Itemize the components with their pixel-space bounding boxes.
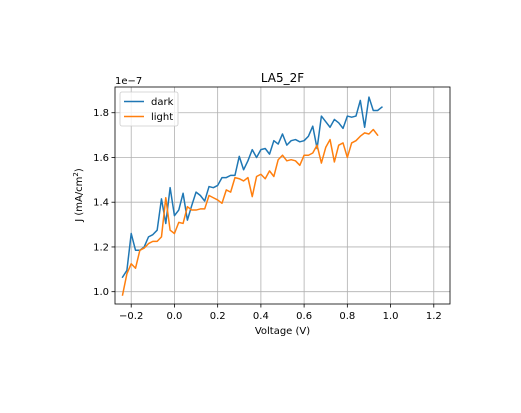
x-axis-label: Voltage (V) xyxy=(255,326,310,337)
y-axis-label-end: ) xyxy=(74,168,85,172)
plot-area-frame xyxy=(114,86,451,305)
x-tick-label: 0.2 xyxy=(210,311,226,322)
legend-label-dark: dark xyxy=(151,97,174,108)
y-tick-label: 1.6 xyxy=(93,153,109,164)
series-lines xyxy=(121,96,383,296)
x-tick-label: 0.0 xyxy=(166,311,182,322)
y-tick-label: 1.2 xyxy=(93,242,109,253)
chart-title: LA5_2F xyxy=(261,71,304,85)
legend: dark light xyxy=(119,91,179,127)
y-axis-label: J (mA/cm2) xyxy=(72,168,85,223)
y-tick-label: 1.0 xyxy=(93,287,109,298)
axis-ticks: −0.2 0.0 0.2 0.4 0.6 0.8 1.0 1.2 1.0 1.2 1.4 1.6 1.8 xyxy=(93,108,442,322)
legend-box xyxy=(119,91,179,127)
x-tick-label: 0.4 xyxy=(253,311,269,322)
y-axis-offset-text: 1e−7 xyxy=(115,76,142,87)
x-tick-label: 1.0 xyxy=(383,311,399,322)
x-tick-label: −0.2 xyxy=(119,311,143,322)
x-tick-label: 1.2 xyxy=(426,311,442,322)
x-tick-label: 0.6 xyxy=(296,311,312,322)
legend-label-light: light xyxy=(151,112,173,123)
y-axis-label-main: J (mA/cm xyxy=(74,177,85,223)
y-axis-label-superscript: 2 xyxy=(72,172,80,176)
grid xyxy=(115,87,450,304)
y-tick-label: 1.8 xyxy=(93,108,109,119)
y-tick-label: 1.4 xyxy=(93,198,109,209)
x-tick-label: 0.8 xyxy=(339,311,355,322)
series-line-dark xyxy=(121,96,383,279)
series-line-light xyxy=(121,128,379,296)
